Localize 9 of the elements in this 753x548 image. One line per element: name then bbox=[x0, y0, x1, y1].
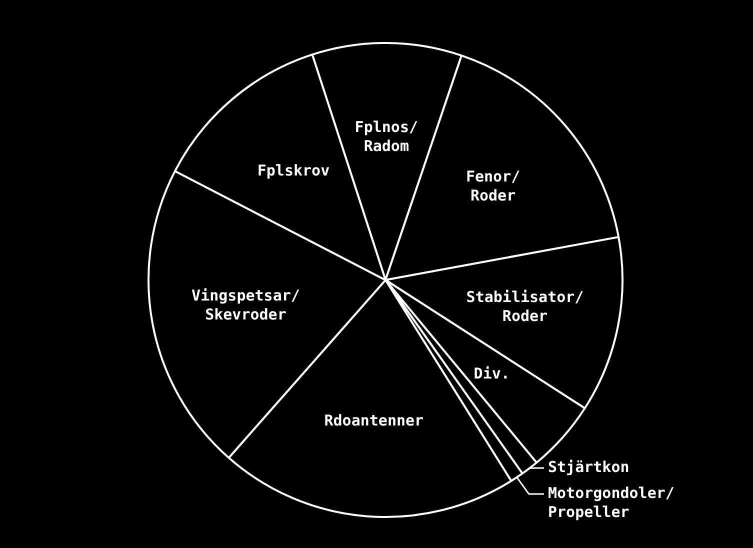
slice-label: Vingspetsar/Skevroder bbox=[192, 286, 300, 324]
slice-label: Stjärtkon bbox=[548, 458, 630, 476]
slice-label: Fenor/Roder bbox=[466, 167, 520, 204]
slice-label: Rdoantenner bbox=[324, 412, 424, 430]
slice-label: Fplnos/Radom bbox=[354, 118, 418, 156]
slice-label: Fplskrov bbox=[257, 161, 330, 180]
slice-label: Stabilisator/Roder bbox=[466, 288, 584, 325]
slice-label: Motorgondoler/Propeller bbox=[548, 484, 674, 521]
slice-label: Div. bbox=[474, 364, 510, 382]
